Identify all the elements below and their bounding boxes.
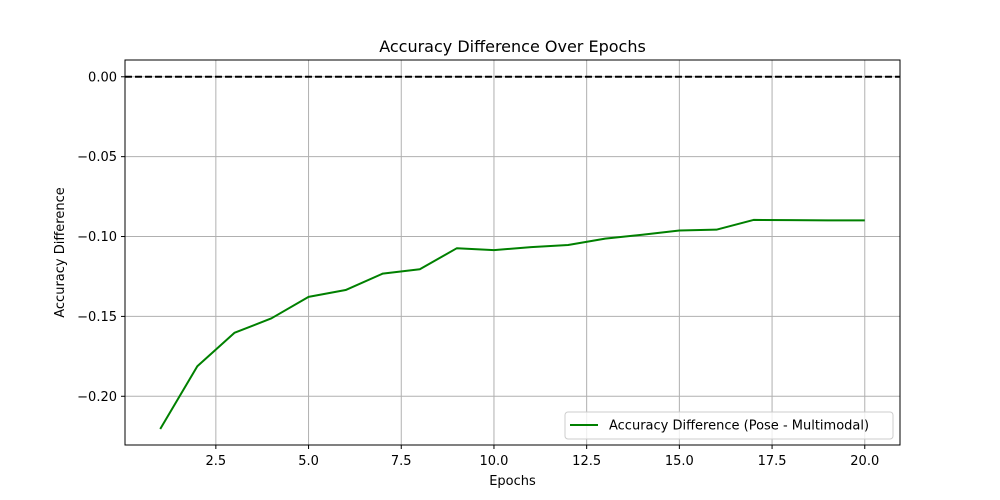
x-tick-label: 10.0 bbox=[479, 454, 508, 469]
x-tick-label: 15.0 bbox=[665, 454, 694, 469]
series-line bbox=[159, 218, 865, 430]
x-tick-label: 7.5 bbox=[391, 454, 412, 469]
x-axis-label: Epochs bbox=[489, 474, 536, 489]
series-group bbox=[159, 218, 865, 430]
y-tick-label: −0.10 bbox=[77, 230, 117, 245]
y-tick-label: −0.20 bbox=[77, 390, 117, 405]
x-tick-label: 5.0 bbox=[298, 454, 319, 469]
y-tick-label: −0.05 bbox=[77, 150, 117, 165]
x-tick-label: 12.5 bbox=[572, 454, 601, 469]
chart-title: Accuracy Difference Over Epochs bbox=[379, 37, 646, 56]
legend: Accuracy Difference (Pose - Multimodal) bbox=[564, 411, 894, 440]
y-tick-label: 0.00 bbox=[88, 70, 117, 85]
plot-area bbox=[125, 60, 900, 445]
x-axis-ticks: 2.5 5.0 7.5 10.0 12.5 15.0 17.5 20.0 bbox=[206, 445, 879, 469]
y-tick-label: −0.15 bbox=[77, 310, 117, 325]
x-tick-label: 2.5 bbox=[206, 454, 227, 469]
legend-label: Accuracy Difference (Pose - Multimodal) bbox=[609, 419, 869, 434]
x-tick-label: 20.0 bbox=[850, 454, 879, 469]
plot-frame bbox=[124, 59, 901, 446]
y-axis-ticks: 0.00 −0.05 −0.10 −0.15 −0.20 bbox=[77, 70, 125, 405]
grid bbox=[125, 60, 900, 445]
legend-box bbox=[564, 411, 894, 440]
y-axis-label: Accuracy Difference bbox=[53, 187, 68, 318]
x-tick-label: 17.5 bbox=[758, 454, 787, 469]
